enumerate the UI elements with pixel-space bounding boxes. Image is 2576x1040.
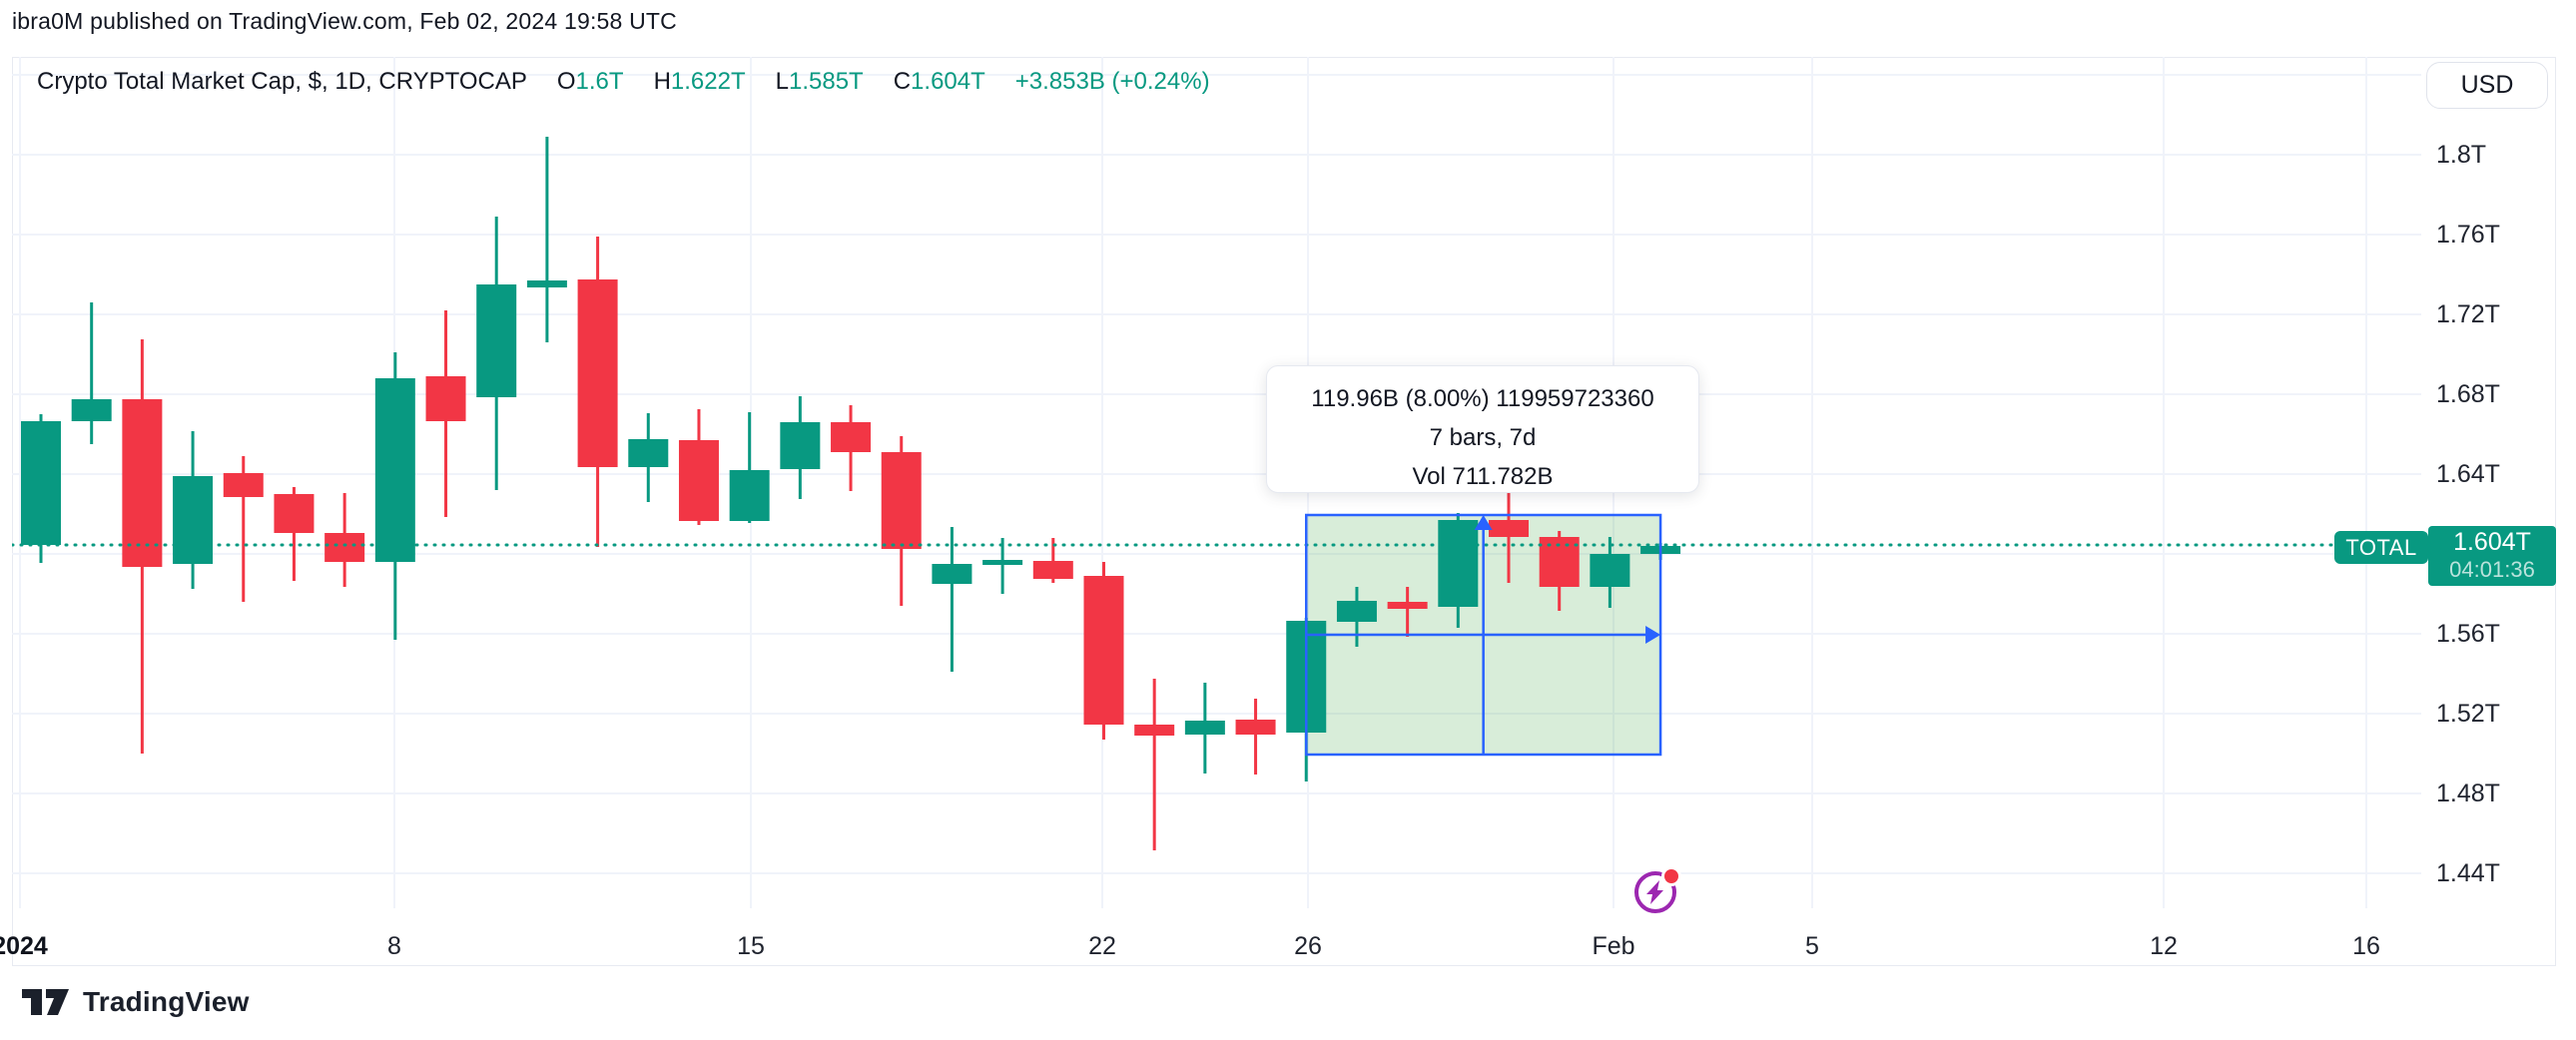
price-axis-label-1.56T: 1.56T <box>2436 620 2500 648</box>
candle-body-2024-01-05 <box>223 473 264 497</box>
price-axis-label-1.48T: 1.48T <box>2436 780 2500 807</box>
price-axis-label-1.44T: 1.44T <box>2436 859 2500 887</box>
ohlc-low: L1.585T <box>775 68 864 95</box>
candle-body-2024-01-24 <box>1184 721 1225 735</box>
tradingview-logo-mark <box>22 989 69 1015</box>
notification-dot <box>1664 869 1678 883</box>
candle-wick-2024-01-05 <box>242 456 246 602</box>
ohlc-open: O1.6T <box>556 68 624 95</box>
published-header: ibra0M published on TradingView.com, Feb… <box>12 8 677 34</box>
currency-toggle-button[interactable]: USD <box>2426 62 2548 109</box>
candle-body-2024-01-29 <box>1438 520 1479 607</box>
candle-body-2024-01-30 <box>1489 520 1530 537</box>
candle-wick-2024-01-23 <box>1152 679 1156 850</box>
candle-body-2024-01-14 <box>678 440 719 521</box>
candle-body-2024-01-28 <box>1387 602 1428 609</box>
candle-body-2024-01-23 <box>1134 725 1175 736</box>
price-axis-label-1.52T: 1.52T <box>2436 700 2500 728</box>
ohlc-close: C1.604T <box>893 68 985 95</box>
ohlc-high: H1.622T <box>653 68 746 95</box>
chart-canvas[interactable] <box>12 57 2421 908</box>
candle-wick-2024-01-20 <box>1000 538 1004 594</box>
candle-body-2024-01-10 <box>476 284 517 397</box>
candle-body-2024-01-17 <box>831 422 872 452</box>
candle-wick-2024-01-15 <box>748 412 752 523</box>
candle-body-2024-01-04 <box>173 476 214 564</box>
measure-volume-line: Vol 711.782B <box>1412 463 1554 490</box>
measure-tooltip: 119.96B (8.00%) 119959723360 7 bars, 7d … <box>1266 365 1699 493</box>
candle-body-2024-01-01 <box>21 421 61 545</box>
candle-body-2024-01-02 <box>71 399 112 421</box>
candle-body-2024-01-27 <box>1336 601 1377 622</box>
daily-change: +3.853B (+0.24%) <box>1014 68 1210 95</box>
measure-bars-line: 7 bars, 7d <box>1429 424 1537 451</box>
candle-body-2024-01-16 <box>780 422 821 469</box>
symbol-title: Crypto Total Market Cap, $, 1D, CRYPTOCA… <box>37 68 527 95</box>
current-price-marker: 1.604T 04:01:36 <box>2428 526 2556 586</box>
time-axis-label-22: 22 <box>1088 932 1116 960</box>
current-price-value: 1.604T <box>2453 528 2531 556</box>
price-axis-label-1.72T: 1.72T <box>2436 300 2500 328</box>
candle-body-2024-02-01 <box>1590 554 1630 587</box>
candle-body-2024-01-15 <box>729 470 770 521</box>
measure-right-arrow <box>1645 626 1661 644</box>
candle-body-2024-01-18 <box>881 452 922 549</box>
price-axis-label-1.76T: 1.76T <box>2436 221 2500 249</box>
candle-body-2024-01-22 <box>1083 576 1124 725</box>
time-axis-label-5: 5 <box>1805 932 1819 960</box>
candle-wick-2024-01-11 <box>545 137 549 342</box>
candle-body-2024-01-09 <box>425 376 466 421</box>
time-axis-label-8: 8 <box>387 932 401 960</box>
measure-up-arrow <box>1474 515 1493 530</box>
chart-legend[interactable]: Crypto Total Market Cap, $, 1D, CRYPTOCA… <box>37 68 1210 96</box>
price-axis-label-1.8T: 1.8T <box>2436 141 2487 169</box>
candle-wick-2024-01-28 <box>1406 587 1410 637</box>
idea-circle <box>1634 871 1676 913</box>
candle-body-2024-01-21 <box>1032 561 1073 579</box>
price-axis-label-1.64T: 1.64T <box>2436 460 2500 488</box>
time-axis-label-Feb: Feb <box>1592 932 1635 960</box>
candle-body-2024-01-19 <box>932 564 972 584</box>
candle-wick-2024-01-19 <box>950 527 954 672</box>
chart-widget-frame <box>12 57 2556 966</box>
candle-wick-2024-01-21 <box>1051 538 1055 583</box>
candle-body-2024-01-12 <box>577 279 618 467</box>
candle-wick-2024-01-02 <box>90 302 94 444</box>
idea-lightning-icon[interactable] <box>1630 866 1682 918</box>
price-axis-label-1.68T: 1.68T <box>2436 380 2500 408</box>
candle-body-2024-01-06 <box>274 494 315 533</box>
tradingview-logo[interactable]: TradingView <box>22 986 250 1018</box>
candle-body-2024-01-25 <box>1235 720 1276 735</box>
candle-wick-2024-01-25 <box>1254 699 1258 775</box>
candle-body-2024-01-08 <box>374 378 415 562</box>
candle-body-2024-01-11 <box>526 280 567 287</box>
time-axis-label-2024: 2024 <box>0 932 48 960</box>
measure-change-line: 119.96B (8.00%) 119959723360 <box>1311 385 1654 412</box>
tradingview-logo-text: TradingView <box>83 986 250 1017</box>
bar-countdown: 04:01:36 <box>2449 557 2535 582</box>
time-axis-label-12: 12 <box>2150 932 2178 960</box>
candle-body-2024-01-07 <box>324 533 365 562</box>
time-axis-label-26: 26 <box>1294 932 1322 960</box>
symbol-price-pill: TOTAL <box>2334 531 2428 564</box>
candle-body-2024-01-03 <box>122 399 163 567</box>
lightning-bolt-icon <box>1646 880 1663 904</box>
candle-body-2024-01-20 <box>982 560 1023 565</box>
time-axis-label-16: 16 <box>2352 932 2380 960</box>
time-axis-label-15: 15 <box>737 932 765 960</box>
candle-body-2024-01-13 <box>628 439 669 467</box>
candle-wick-2024-01-06 <box>292 487 296 581</box>
